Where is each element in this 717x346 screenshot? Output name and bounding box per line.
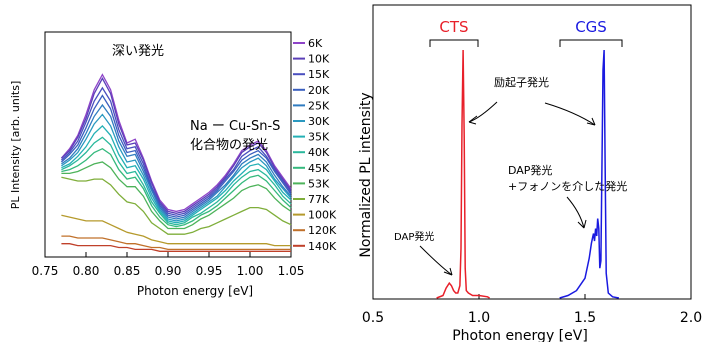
left-series-line-140K [61, 243, 291, 252]
left-series-line-77K [61, 176, 292, 235]
arrowhead-exciton-cgs [586, 117, 596, 126]
left-tick-label: 0.80 [73, 264, 100, 278]
left-series-line-100K [61, 214, 291, 247]
right-x-ticks: 0.5 1.0 1.5 2.0 [362, 294, 702, 326]
legend-label-120K: 120K [308, 224, 337, 237]
left-series-line-53K [61, 161, 292, 230]
annotation-exciton: 励起子発光 [494, 75, 549, 89]
arrow-exciton-cts [468, 101, 498, 123]
left-tick-label: 0.90 [155, 264, 182, 278]
right-x-axis-label: Photon energy [eV] [452, 328, 588, 342]
right-tick-label: 2.0 [680, 310, 702, 326]
right-tick-label: 1.0 [468, 310, 490, 326]
annotation-dap-cgs-line2: +フォノンを介した発光 [508, 179, 627, 193]
legend-label-20K: 20K [308, 84, 330, 97]
left-series-line-35K [61, 124, 292, 224]
cts-label: CTS [439, 18, 468, 36]
right-tick-label: 0.5 [362, 310, 384, 326]
legend-label-30K: 30K [308, 115, 330, 128]
left-series-line-6K [60, 73, 292, 213]
left-y-axis-label: PL Intensity [arb. units] [9, 81, 22, 210]
cgs-bracket [559, 39, 623, 47]
left-tick-label: 1.05 [278, 264, 305, 278]
legend-label-100K: 100K [308, 209, 337, 222]
left-tick-label: 0.75 [32, 264, 59, 278]
annotation-na-cu-sn-s: Na ー Cu-Sn-S [190, 119, 280, 134]
left-tick-label: 0.95 [196, 264, 223, 278]
right-y-axis-label: Normalized PL intensity [358, 92, 374, 257]
arrow-dap-cgs [566, 196, 585, 229]
arrow-dap-cts [419, 245, 453, 276]
arrowhead-dap-cts [443, 267, 453, 276]
right-series-line-CTS [436, 49, 490, 299]
legend-label-77K: 77K [308, 193, 330, 206]
arrowhead-exciton-cts [468, 115, 478, 125]
left-chart: 0.75 0.80 0.85 0.90 0.95 1.00 1.05 6K 10K 15K 20K… [9, 31, 337, 298]
left-x-ticks: 0.75 0.80 0.85 0.90 0.95 1.00 1.05 [32, 252, 305, 278]
annotation-dap-cts: DAP発光 [394, 230, 434, 243]
left-series-line-40K [61, 136, 292, 226]
cgs-label: CGS [575, 18, 607, 36]
legend-label-40K: 40K [308, 146, 330, 159]
left-series-line-25K [61, 103, 292, 220]
legend-label-6K: 6K [308, 37, 323, 50]
left-tick-label: 1.00 [237, 264, 264, 278]
left-series-line-15K [60, 86, 292, 216]
legend-label-35K: 35K [308, 131, 330, 144]
left-series-line-30K [61, 113, 292, 222]
left-tick-label: 0.85 [114, 264, 141, 278]
right-plot-frame [372, 4, 692, 300]
legend-label-53K: 53K [308, 177, 330, 190]
legend-label-25K: 25K [308, 99, 330, 112]
left-legend: 6K 10K 15K 20K 25K 30K 35K 40K 45K 53K 77K 100K 120K… [293, 37, 337, 253]
left-series-line-20K [60, 94, 292, 218]
left-series-line-120K [61, 235, 291, 251]
legend-label-15K: 15K [308, 68, 330, 81]
annotation-deep-emission: 深い発光 [112, 44, 164, 59]
legend-label-10K: 10K [308, 53, 330, 66]
legend-label-45K: 45K [308, 162, 330, 175]
annotation-compound-emission: 化合物の発光 [190, 138, 268, 153]
left-series-line-10K [60, 77, 292, 214]
annotation-dap-cgs-line1: DAP発光 [508, 163, 552, 177]
right-series-lines [436, 49, 620, 299]
legend-label-140K: 140K [308, 240, 337, 253]
left-series-lines [60, 73, 292, 252]
cts-bracket [429, 39, 479, 47]
arrow-exciton-cgs [544, 102, 596, 126]
right-tick-label: 1.5 [574, 310, 596, 326]
left-series-line-45K [61, 147, 292, 228]
arrowhead-dap-cgs [577, 219, 587, 229]
left-x-axis-label: Photon energy [eV] [137, 284, 253, 298]
right-chart: 0.5 1.0 1.5 2.0 Photon energy [eV] Normaliz… [358, 4, 702, 344]
right-series-line-CGS [559, 49, 620, 299]
